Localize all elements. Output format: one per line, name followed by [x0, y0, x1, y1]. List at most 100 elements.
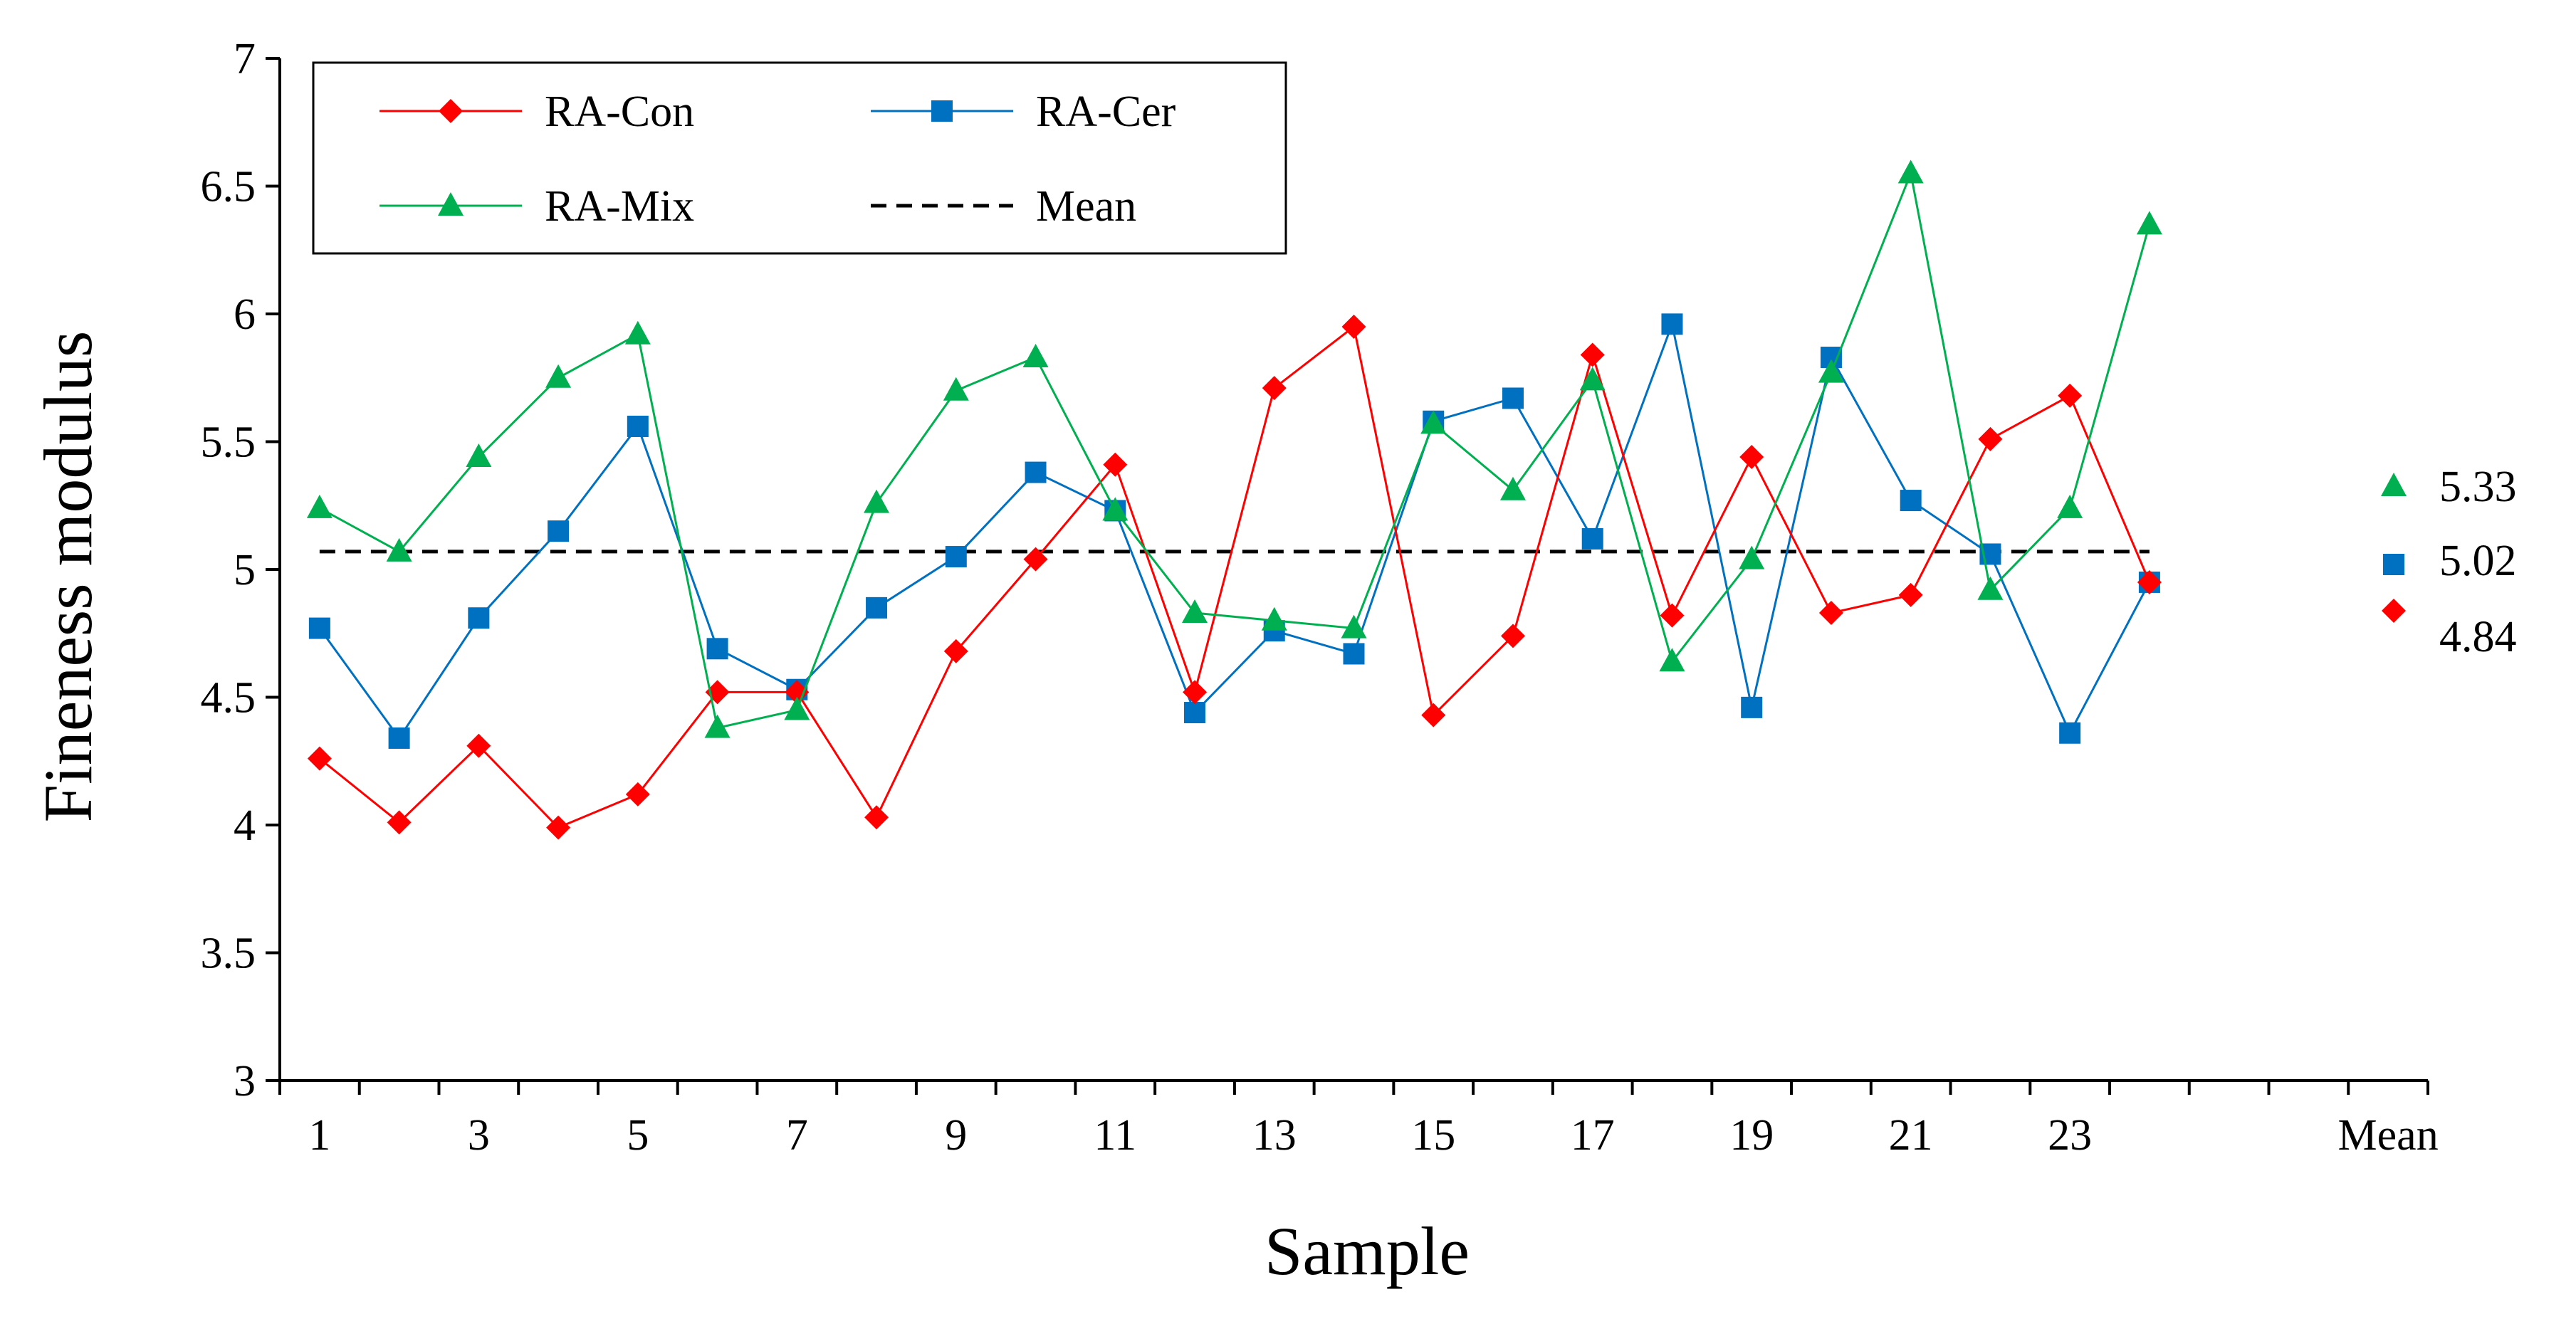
y-tick-label: 5.5	[201, 419, 256, 467]
legend-marker	[439, 99, 463, 123]
ra-cer-point	[2059, 722, 2081, 744]
ra-mix-point	[386, 537, 412, 562]
ra-cer-point	[548, 520, 570, 542]
y-tick-label: 4	[234, 802, 256, 850]
y-tick-label: 7	[234, 35, 256, 83]
ra-con-point	[307, 746, 332, 771]
ra-cer-point	[627, 415, 649, 437]
ra-mix-point	[2057, 494, 2083, 518]
legend-entry-ra-cer: RA-Cer	[871, 88, 1176, 136]
x-tick-label: 13	[1252, 1111, 1297, 1160]
ra-cer-point	[1343, 643, 1365, 665]
ra-mix-point	[704, 714, 731, 738]
ra-con-mean-label: 4.84	[2439, 613, 2517, 661]
ra-mix-point	[1499, 476, 1526, 500]
y-tick-label: 3.5	[201, 930, 256, 978]
legend-entry-ra-mix: RA-Mix	[379, 182, 694, 231]
ra-con-point	[1500, 624, 1525, 648]
ra-cer-point	[866, 597, 888, 619]
ra-mix-point	[624, 320, 651, 345]
y-tick-label: 4.5	[201, 674, 256, 723]
y-tick-label: 6.5	[201, 163, 256, 211]
ra-mix-mean-label: 5.33	[2439, 463, 2517, 511]
x-tick-label: 19	[1729, 1111, 1774, 1160]
legend-label: RA-Mix	[545, 182, 694, 231]
ra-mix-point	[943, 377, 969, 401]
x-tick-label: 9	[945, 1111, 967, 1160]
ra-mix-point	[466, 443, 492, 468]
ra-mix-point	[1897, 159, 1924, 184]
legend-label: RA-Cer	[1036, 88, 1176, 136]
ra-mix-line	[319, 169, 2151, 730]
ra-cer-point	[706, 638, 728, 660]
ra-mix-point	[1579, 367, 1606, 391]
ra-mix-point	[1739, 545, 1765, 569]
ra-con-point	[1580, 342, 1605, 367]
x-tick-label: 5	[627, 1111, 649, 1160]
y-tick-label: 6	[234, 290, 256, 339]
x-tick-label: 11	[1094, 1111, 1136, 1160]
x-tick-label: 3	[468, 1111, 490, 1160]
ra-con-point	[387, 810, 412, 835]
ra-con-point	[1739, 445, 1764, 470]
legend-entry-ra-con: RA-Con	[379, 88, 694, 136]
ra-mix-point	[2136, 211, 2162, 235]
ra-con-point	[1898, 582, 1923, 607]
ra-cer-point	[1025, 461, 1047, 483]
legend-entry-mean: Mean	[871, 182, 1136, 231]
ra-cer-mean-marker	[2383, 554, 2404, 575]
x-tick-label: 23	[2048, 1111, 2092, 1160]
series-ra-mix	[306, 159, 2162, 738]
ra-cer-point	[1502, 387, 1524, 409]
axes: 33.544.555.566.571 3 5 7 9 11 13 15 17 19 21 23 Mean	[201, 35, 2439, 1160]
ra-con-point	[466, 733, 491, 758]
ra-mix-mean-marker	[2381, 473, 2407, 496]
ra-cer-mean-label: 5.02	[2439, 537, 2517, 585]
ra-con-mean-marker	[2382, 599, 2406, 623]
legend: RA-Con RA-Cer RA-Mix Mean	[312, 61, 1287, 255]
ra-con-point	[625, 782, 650, 807]
ra-con-point	[1103, 452, 1128, 477]
ra-cer-point	[945, 546, 967, 568]
ra-con-point	[864, 805, 889, 830]
ra-mix-point	[1261, 606, 1287, 631]
y-tick-label: 3	[234, 1057, 256, 1105]
legend-label: RA-Con	[545, 88, 694, 136]
ra-con-point	[1421, 703, 1446, 727]
ra-con-point	[1262, 376, 1287, 401]
ra-cer-point	[1184, 702, 1206, 724]
ra-con-point	[943, 639, 968, 663]
ra-cer-point	[1661, 313, 1683, 335]
ra-cer-point	[308, 617, 330, 639]
ra-mix-point	[1022, 344, 1049, 368]
y-axis-title: Fineness modulus	[30, 331, 106, 823]
ra-mix-point	[864, 489, 890, 513]
x-tick-label: 7	[786, 1111, 808, 1160]
ra-mix-point	[1420, 410, 1447, 434]
ra-con-point	[1978, 426, 2003, 451]
ra-mix-point	[1659, 648, 1685, 672]
ra-con-point	[785, 680, 810, 705]
series-ra-cer	[308, 313, 2160, 749]
x-tick-label: 15	[1411, 1111, 1455, 1160]
ra-mix-point	[1102, 497, 1129, 521]
series-ra-con	[307, 314, 2162, 840]
y-tick-label: 5	[234, 546, 256, 594]
ra-con-point	[1023, 547, 1048, 572]
legend-marker	[438, 192, 464, 216]
ra-cer-point	[388, 727, 410, 749]
legend-box	[312, 61, 1287, 255]
x-axis-title: Sample	[1265, 1213, 1470, 1289]
ra-mix-point	[545, 364, 572, 388]
ra-cer-point	[1581, 527, 1603, 550]
ra-mix-point	[306, 494, 333, 518]
x-tick-label: 21	[1889, 1111, 1933, 1160]
ra-mix-point	[1977, 576, 2004, 600]
ra-mix-point	[1818, 359, 1844, 383]
ra-con-point	[1341, 314, 1366, 339]
ra-con-point	[546, 815, 571, 840]
ra-con-point	[2137, 569, 2162, 594]
ra-cer-point	[468, 607, 490, 629]
ra-con-point	[1660, 603, 1685, 628]
